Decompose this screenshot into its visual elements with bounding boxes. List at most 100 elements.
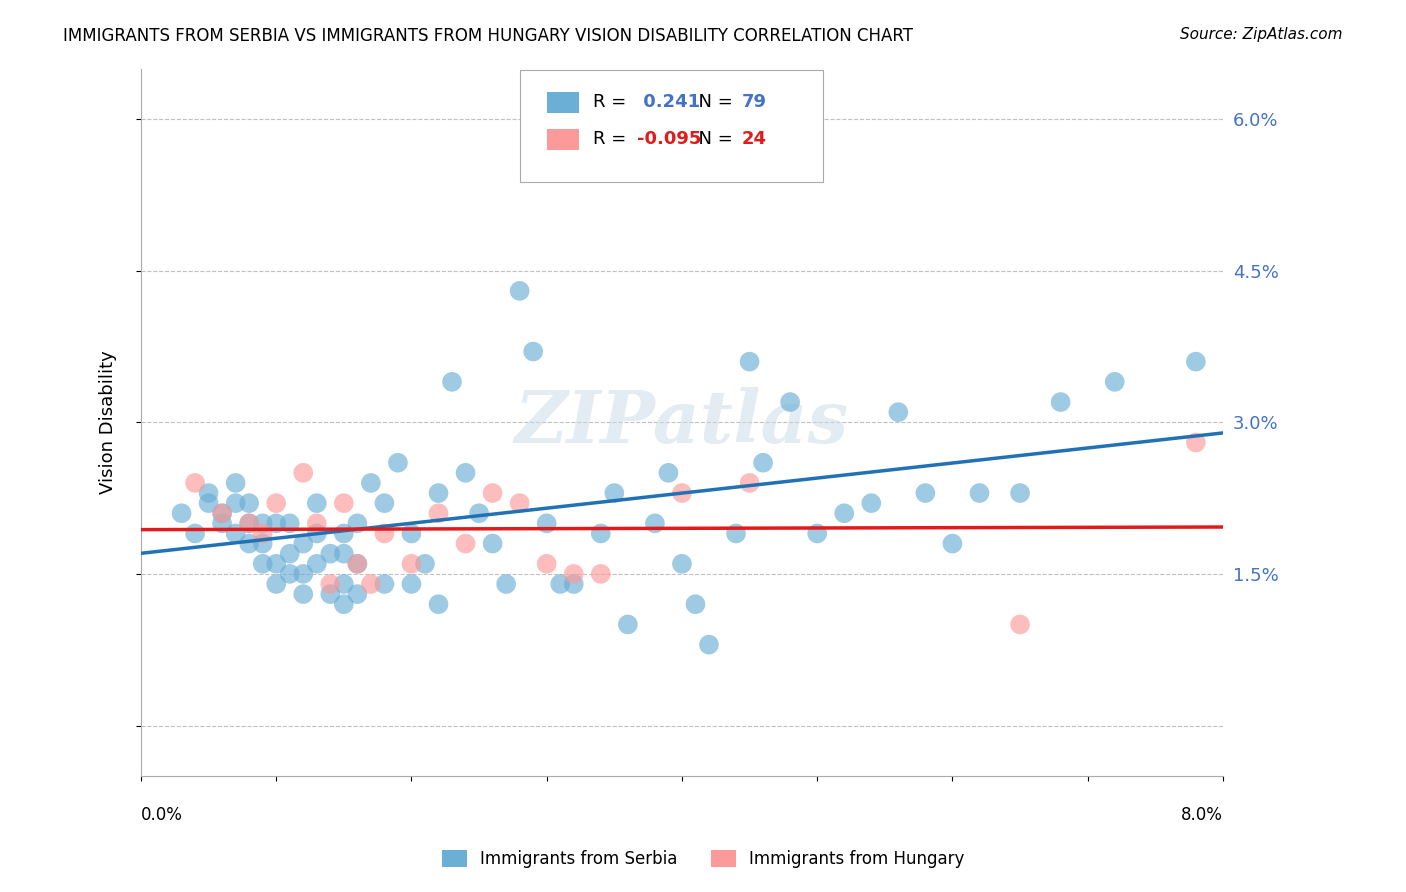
- Point: [278, 516, 301, 531]
- Point: [427, 597, 450, 611]
- Point: [211, 506, 233, 520]
- Text: N =: N =: [688, 94, 740, 112]
- Point: [738, 354, 761, 368]
- Point: [738, 475, 761, 490]
- Point: [211, 506, 233, 520]
- Point: [725, 526, 748, 541]
- Point: [1049, 395, 1071, 409]
- Text: 79: 79: [741, 94, 766, 112]
- Point: [1185, 435, 1208, 450]
- Point: [562, 577, 585, 591]
- Point: [603, 486, 626, 500]
- Point: [1185, 354, 1208, 368]
- Point: [509, 284, 531, 298]
- Point: [305, 516, 328, 531]
- Point: [225, 475, 247, 490]
- Point: [225, 526, 247, 541]
- Point: [671, 486, 693, 500]
- Text: ZIPatlas: ZIPatlas: [515, 387, 849, 458]
- Point: [779, 395, 801, 409]
- Point: [481, 536, 503, 550]
- Point: [413, 557, 436, 571]
- Point: [184, 475, 207, 490]
- Point: [264, 496, 287, 510]
- Point: [644, 516, 666, 531]
- Point: [387, 456, 409, 470]
- Point: [969, 486, 991, 500]
- FancyBboxPatch shape: [520, 70, 823, 182]
- Text: R =: R =: [593, 94, 633, 112]
- Point: [238, 536, 260, 550]
- Point: [197, 486, 219, 500]
- Point: [264, 577, 287, 591]
- Point: [211, 516, 233, 531]
- Point: [697, 638, 720, 652]
- Point: [292, 587, 315, 601]
- Point: [305, 557, 328, 571]
- Point: [589, 526, 612, 541]
- Point: [1104, 375, 1126, 389]
- Point: [509, 496, 531, 510]
- Point: [346, 557, 368, 571]
- Point: [264, 557, 287, 571]
- Point: [685, 597, 707, 611]
- Point: [346, 516, 368, 531]
- Point: [495, 577, 517, 591]
- Point: [333, 547, 356, 561]
- Legend: Immigrants from Serbia, Immigrants from Hungary: Immigrants from Serbia, Immigrants from …: [434, 843, 972, 875]
- Point: [333, 526, 356, 541]
- Point: [401, 577, 423, 591]
- FancyBboxPatch shape: [547, 128, 579, 150]
- Text: N =: N =: [688, 130, 740, 148]
- Point: [1010, 486, 1032, 500]
- Point: [238, 516, 260, 531]
- Text: Source: ZipAtlas.com: Source: ZipAtlas.com: [1180, 27, 1343, 42]
- Text: 8.0%: 8.0%: [1181, 806, 1223, 824]
- Point: [536, 557, 558, 571]
- Point: [401, 526, 423, 541]
- Text: 0.241: 0.241: [637, 94, 700, 112]
- Point: [562, 566, 585, 581]
- Point: [617, 617, 640, 632]
- Point: [360, 475, 382, 490]
- Point: [373, 496, 395, 510]
- Point: [427, 506, 450, 520]
- Point: [346, 587, 368, 601]
- Point: [292, 466, 315, 480]
- Point: [536, 516, 558, 531]
- Point: [252, 516, 274, 531]
- Point: [1010, 617, 1032, 632]
- Point: [292, 536, 315, 550]
- Point: [481, 486, 503, 500]
- Point: [225, 496, 247, 510]
- Point: [914, 486, 936, 500]
- Point: [278, 547, 301, 561]
- Text: IMMIGRANTS FROM SERBIA VS IMMIGRANTS FROM HUNGARY VISION DISABILITY CORRELATION : IMMIGRANTS FROM SERBIA VS IMMIGRANTS FRO…: [63, 27, 914, 45]
- Point: [305, 526, 328, 541]
- Text: 0.0%: 0.0%: [141, 806, 183, 824]
- Point: [806, 526, 828, 541]
- Point: [832, 506, 855, 520]
- Point: [319, 587, 342, 601]
- Point: [197, 496, 219, 510]
- Point: [373, 577, 395, 591]
- Point: [373, 526, 395, 541]
- Point: [319, 577, 342, 591]
- Point: [671, 557, 693, 571]
- Point: [292, 566, 315, 581]
- Point: [887, 405, 910, 419]
- Point: [657, 466, 679, 480]
- Point: [252, 557, 274, 571]
- Point: [170, 506, 193, 520]
- Point: [441, 375, 464, 389]
- Point: [401, 557, 423, 571]
- Point: [427, 486, 450, 500]
- Y-axis label: Vision Disability: Vision Disability: [100, 351, 117, 494]
- Point: [264, 516, 287, 531]
- Point: [346, 557, 368, 571]
- Point: [454, 466, 477, 480]
- Point: [522, 344, 544, 359]
- Point: [333, 597, 356, 611]
- Point: [360, 577, 382, 591]
- Point: [238, 516, 260, 531]
